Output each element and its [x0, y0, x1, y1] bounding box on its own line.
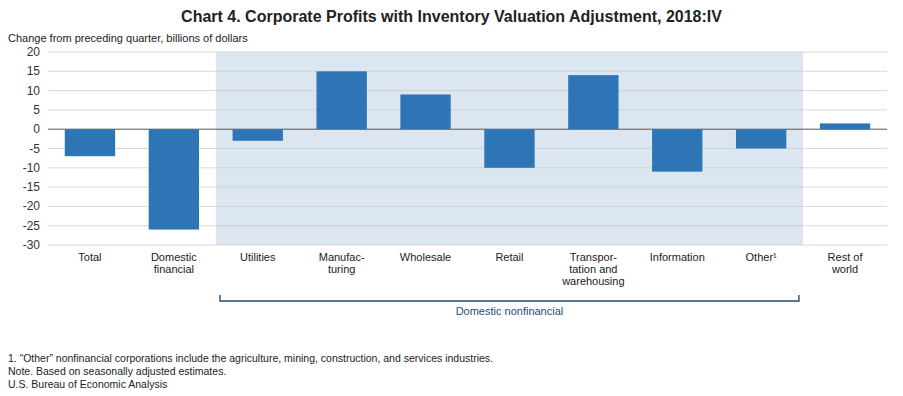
annotation-label: Domestic nonfinancial [456, 305, 564, 317]
grid-line [48, 71, 887, 72]
footnote: 1. “Other” nonfinancial corporations inc… [8, 352, 493, 364]
x-tick-label: Other¹ [746, 251, 778, 263]
bar [400, 94, 450, 129]
y-tick-label: -20 [23, 199, 41, 213]
x-tick-label-line: world [831, 263, 858, 275]
x-tick-label-line: Total [78, 251, 101, 263]
y-tick-label: -30 [23, 238, 41, 252]
y-tick-label: 0 [33, 122, 40, 136]
footnote: U.S. Bureau of Economic Analysis [8, 378, 167, 390]
x-tick-label: Rest ofworld [828, 251, 864, 275]
y-tick-label: 5 [33, 103, 40, 117]
x-tick-label-line: Other¹ [746, 251, 778, 263]
y-tick-label: 20 [27, 45, 41, 59]
x-tick-label: Information [650, 251, 705, 263]
x-tick-label-line: Rest of [828, 251, 864, 263]
y-tick-label: -5 [29, 142, 40, 156]
annotation-bracket [220, 295, 799, 301]
x-tick-label-line: Utilities [240, 251, 276, 263]
x-tick-label: Domesticfinancial [151, 251, 197, 275]
bar [65, 129, 115, 156]
bar [233, 129, 283, 141]
x-tick-label-line: turing [328, 263, 356, 275]
bar [149, 129, 199, 229]
grid-line [48, 245, 887, 246]
x-tick-label-line: Manufac- [319, 251, 365, 263]
y-tick-label: -25 [23, 219, 41, 233]
grid [48, 52, 887, 245]
x-tick-label: Utilities [240, 251, 276, 263]
x-tick-label-line: Wholesale [400, 251, 451, 263]
y-tick-label: 15 [27, 64, 41, 78]
y-axis-label: Change from preceding quarter, billions … [8, 32, 248, 44]
x-tick-label-line: warehousing [561, 275, 624, 287]
bars [65, 71, 870, 229]
bar [484, 129, 534, 168]
title: Chart 4. Corporate Profits with Inventor… [181, 8, 722, 25]
x-tick-label-line: Domestic [151, 251, 197, 263]
bar [820, 123, 870, 129]
x-tick-label-line: Transpor- [570, 251, 618, 263]
x-tick-label: Total [78, 251, 101, 263]
footnote: Note. Based on seasonally adjusted estim… [8, 365, 226, 377]
x-tick-label: Retail [495, 251, 523, 263]
x-tick-label: Transpor-tation andwarehousing [561, 251, 624, 287]
x-tick-label: Manufac-turing [319, 251, 365, 275]
bar [316, 71, 366, 129]
bar [652, 129, 702, 171]
bar [568, 75, 618, 129]
x-tick-label-line: Information [650, 251, 705, 263]
x-tick-label-line: Retail [495, 251, 523, 263]
bar [736, 129, 786, 148]
y-tick-label: -15 [23, 180, 41, 194]
grid-line [48, 109, 887, 110]
x-tick-label-line: tation and [569, 263, 617, 275]
y-tick-label: 10 [27, 84, 41, 98]
grid-line [48, 52, 887, 53]
grid-line [48, 90, 887, 91]
y-tick-label: -10 [23, 161, 41, 175]
chart: -30 -25 -20 -15 -10 -5 0 5 10 15 20 Total Domesticfi… [0, 0, 903, 396]
x-tick-label: Wholesale [400, 251, 451, 263]
x-tick-label-line: financial [154, 263, 194, 275]
